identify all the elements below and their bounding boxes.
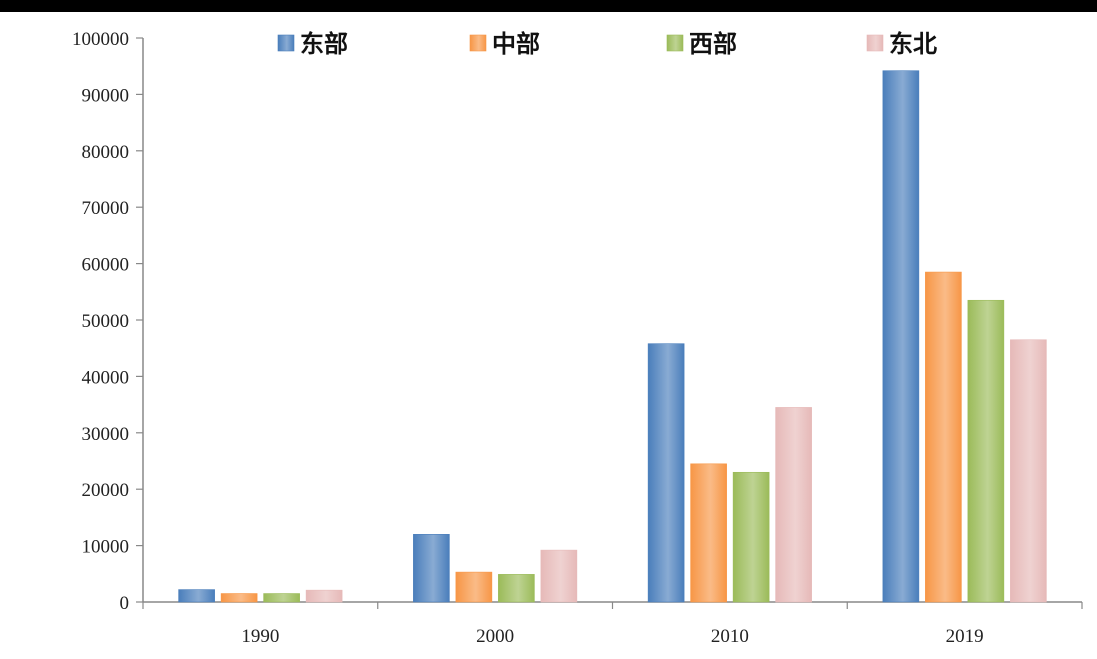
y-tick-label: 0 [120, 593, 130, 614]
legend-label: 西部 [689, 30, 737, 58]
y-tick-label: 20000 [82, 480, 130, 501]
legend-label: 东北 [889, 30, 937, 58]
y-tick-label: 80000 [82, 142, 130, 163]
bar-2000-1 [413, 534, 450, 603]
bar-1990-2 [220, 593, 258, 603]
legend: 东部 中部 西部 东北 [277, 30, 937, 58]
legend-swatch [469, 34, 487, 52]
legend-label: 中部 [492, 30, 540, 58]
y-tick-label: 10000 [82, 537, 130, 558]
y-axis: 0 10000 20000 30000 40000 50000 60000 70000 8000… [72, 29, 144, 614]
y-tick-label: 60000 [82, 255, 130, 276]
bar-2000-2 [455, 571, 493, 603]
bars-group [178, 70, 1047, 603]
bar-2019-2 [925, 271, 962, 603]
y-tick-label: 100000 [72, 29, 129, 50]
legend-swatch [666, 34, 684, 52]
bar-2019-1 [882, 70, 920, 603]
bar-2000-3 [498, 574, 535, 603]
legend-swatch [277, 34, 295, 52]
top-border-bar [0, 0, 1097, 12]
bar-2000-4 [540, 549, 578, 603]
bar-1990-4 [305, 589, 343, 603]
x-axis: 1990 2000 2010 2019 [142, 601, 1083, 647]
bar-1990-1 [178, 589, 215, 603]
bar-2019-3 [967, 299, 1005, 603]
y-tick-label: 50000 [82, 311, 130, 332]
x-tick-label: 2019 [946, 626, 984, 647]
x-tick-label: 2000 [476, 626, 514, 647]
bar-2019-4 [1010, 339, 1047, 603]
y-tick-label: 90000 [82, 85, 130, 106]
bar-1990-3 [263, 593, 300, 603]
y-tick-label: 70000 [82, 198, 130, 219]
bar-2010-1 [647, 343, 685, 603]
y-tick-label: 30000 [82, 424, 130, 445]
legend-label: 东部 [300, 30, 348, 58]
legend-swatch [866, 34, 884, 52]
x-tick-label: 1990 [241, 626, 279, 647]
bar-2010-2 [690, 463, 727, 603]
y-tick-label: 40000 [82, 367, 130, 388]
bar-2010-4 [775, 407, 812, 603]
x-tick-label: 2010 [711, 626, 749, 647]
bar-2010-3 [732, 471, 770, 603]
